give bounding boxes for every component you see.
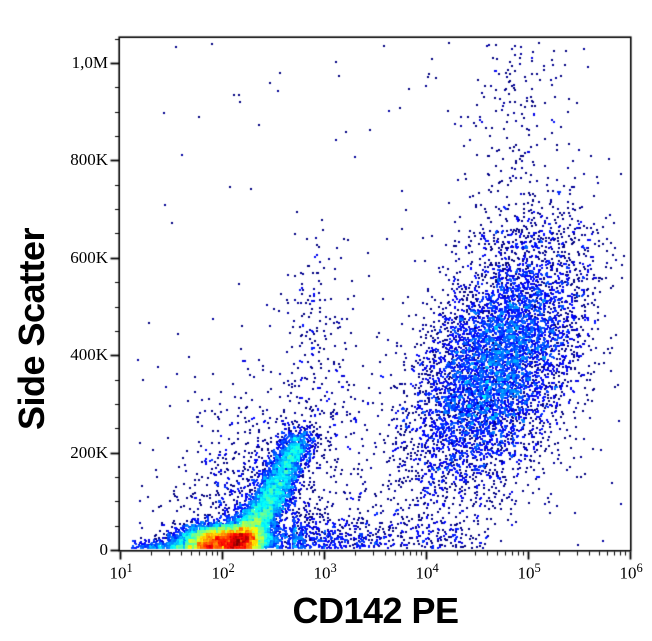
x-tick-label-10e5: 105	[517, 561, 541, 583]
y-tick-label-200K: 200K	[70, 442, 108, 462]
y-tick-label-400K: 400K	[70, 345, 108, 365]
y-tick-label-1,0M: 1,0M	[71, 53, 108, 72]
x-tick-label-10e2: 102	[211, 561, 235, 583]
y-tick-label-600K: 600K	[70, 247, 108, 267]
x-tick-label-10e4: 104	[415, 561, 439, 583]
y-tick-label-0: 0	[99, 540, 109, 559]
y-axis-title: Side Scatter	[11, 227, 52, 431]
x-tick-label-10e6: 106	[619, 561, 643, 583]
x-tick-label-10e1: 101	[109, 561, 133, 583]
x-axis-title: CD142 PE	[292, 590, 459, 631]
x-tick-label-10e3: 103	[313, 561, 337, 583]
y-tick-label-800K: 800K	[70, 150, 108, 170]
